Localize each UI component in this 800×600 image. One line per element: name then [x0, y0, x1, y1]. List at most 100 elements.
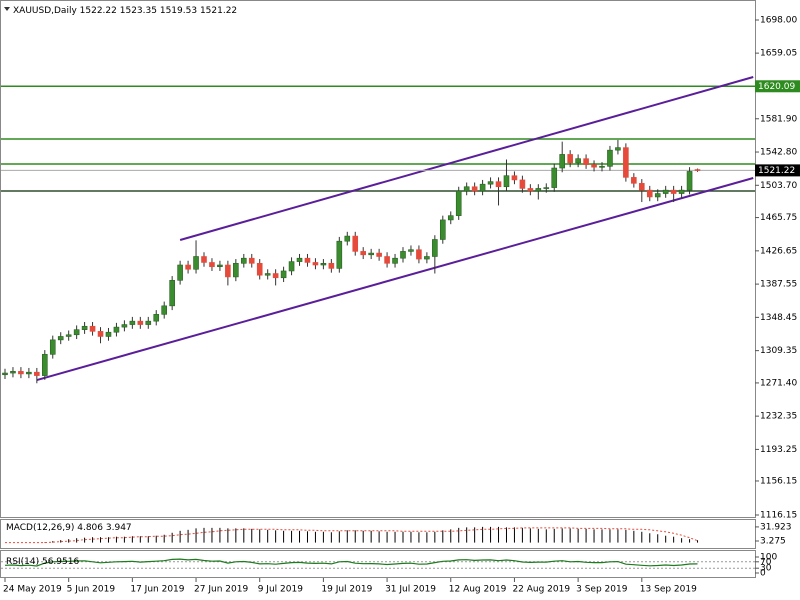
macd-header: MACD(12,26,9) 4.806 3.947 — [6, 523, 132, 533]
candle-body — [233, 263, 239, 278]
candle-body — [288, 261, 295, 272]
candle-body — [447, 215, 454, 221]
candle-body — [631, 177, 637, 184]
marked-level-box — [755, 80, 800, 93]
candle-body — [511, 175, 518, 181]
candle-body — [280, 270, 287, 279]
last-open: 1522.22 — [80, 6, 117, 16]
candle-body — [551, 167, 558, 188]
candle-body — [89, 325, 96, 332]
candle-body — [583, 158, 589, 165]
last-low: 1519.53 — [160, 6, 197, 16]
x-tick-label: 3 Sep 2019 — [576, 585, 628, 595]
y-tick-label: 1465.75 — [760, 213, 797, 223]
candle-body — [169, 280, 175, 307]
rsi-header: RSI(14) 56.9516 — [6, 557, 79, 567]
candle-body — [18, 371, 24, 375]
candle-body — [41, 354, 48, 376]
candle-body — [567, 154, 573, 164]
candle-body — [416, 249, 422, 260]
x-tick-label: 22 Aug 2019 — [512, 585, 570, 595]
candle-body — [360, 251, 367, 256]
rsi-value: 56.9516 — [42, 557, 79, 567]
x-tick-label: 27 Jun 2019 — [194, 585, 248, 595]
y-tick-label: 3.275 — [760, 536, 786, 546]
candle-body — [10, 371, 16, 374]
x-tick-label: 13 Sep 2019 — [640, 585, 697, 595]
candle-body — [392, 257, 398, 264]
candle-body — [145, 320, 152, 325]
y-tick-label: 1232.35 — [760, 412, 797, 422]
x-tick-label: 31 Jul 2019 — [385, 585, 436, 595]
macd-panel — [0, 519, 756, 549]
signal-value: 3.947 — [106, 523, 132, 533]
candle-body — [296, 257, 303, 262]
macd-value: 4.806 — [77, 523, 103, 533]
candle-body — [304, 257, 311, 263]
candle-body — [535, 188, 542, 192]
candle-body — [225, 264, 231, 278]
y-tick-label: 31.923 — [760, 522, 792, 532]
candle-body — [638, 183, 645, 191]
y-tick-label: 1542.80 — [760, 148, 797, 158]
candle-body — [97, 331, 104, 337]
candle-body — [161, 305, 167, 315]
candle-body — [153, 314, 160, 322]
candle-body — [121, 324, 128, 328]
candle-body — [694, 169, 701, 171]
y-tick-label: 1698.00 — [760, 15, 797, 25]
candle-body — [2, 372, 8, 376]
candle-body — [217, 264, 223, 268]
candle-body — [503, 175, 510, 188]
candle-body — [623, 147, 629, 178]
candle-body — [336, 240, 343, 269]
candle-body — [670, 189, 677, 194]
y-tick-label: 1503.70 — [760, 181, 797, 191]
candle-body — [264, 273, 271, 276]
candle-body — [26, 371, 32, 375]
candle-body — [312, 262, 319, 266]
candle-body — [177, 264, 183, 281]
candle-body — [615, 147, 621, 151]
last-high: 1523.35 — [120, 6, 157, 16]
candle-body — [248, 257, 255, 264]
y-tick-label: 1581.90 — [760, 114, 797, 124]
candle-body — [662, 189, 669, 194]
candle-body — [49, 339, 56, 355]
x-tick-label: 5 Jun 2019 — [67, 585, 116, 595]
candle-body — [559, 154, 566, 169]
main-panel — [0, 0, 756, 518]
macd-title: MACD(12,26,9) — [6, 523, 74, 533]
candle-body — [193, 256, 199, 270]
main-plot — [1, 76, 755, 384]
y-tick-label: 1659.05 — [760, 49, 797, 59]
candle-body — [432, 239, 438, 257]
candle-body — [599, 166, 605, 168]
channel-line — [179, 76, 754, 241]
candle-body — [519, 179, 526, 189]
last-price-box — [755, 164, 800, 177]
y-tick-label: 30 — [760, 564, 772, 574]
candle-body — [352, 235, 359, 252]
candle-body — [455, 190, 462, 216]
candle-body — [471, 186, 478, 192]
candle-body — [320, 263, 327, 266]
candle-body — [607, 149, 613, 167]
candle-body — [201, 256, 207, 263]
y-tick-label: 1426.65 — [760, 246, 797, 256]
y-tick-label: 1116.15 — [760, 511, 797, 521]
candle-body — [328, 263, 335, 269]
x-tick-label: 24 May 2019 — [3, 585, 62, 595]
rsi-line — [4, 558, 698, 567]
candle-body — [463, 186, 470, 192]
candle-body — [424, 256, 430, 260]
candle-body — [57, 336, 64, 341]
signal-line — [5, 527, 698, 544]
candle-body — [344, 235, 351, 242]
candle-body — [527, 188, 534, 192]
candle-body — [241, 257, 247, 264]
candle-body — [65, 334, 72, 337]
x-tick-label: 9 Jul 2019 — [258, 585, 303, 595]
candle-body — [575, 158, 581, 164]
